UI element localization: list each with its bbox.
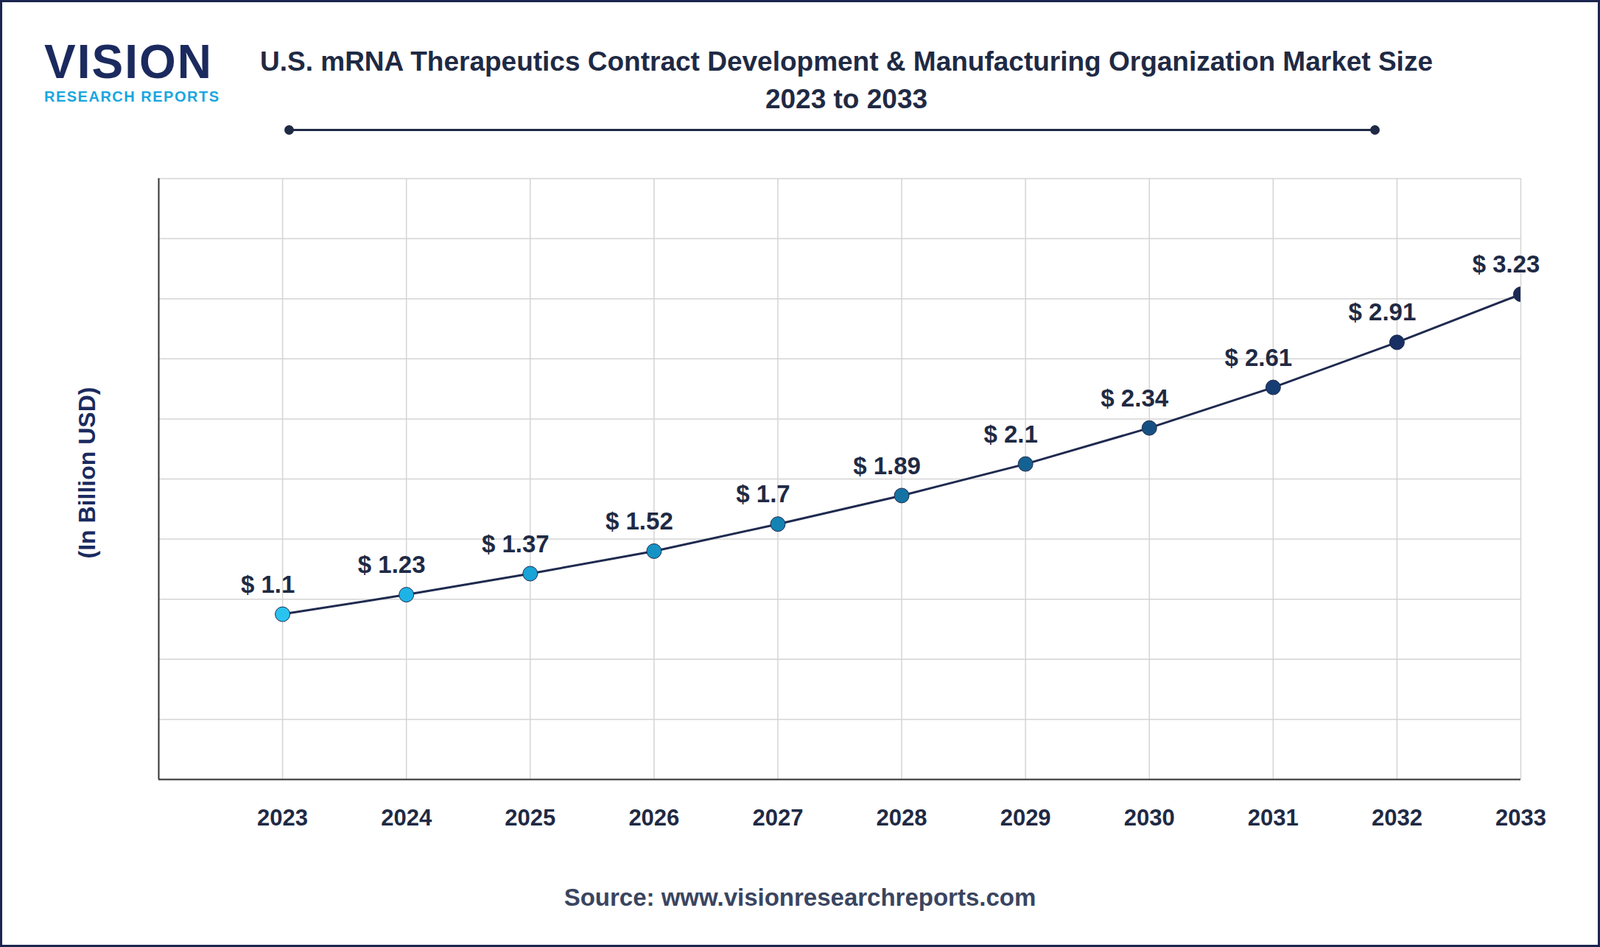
svg-text:2031: 2031 <box>1247 805 1299 831</box>
svg-text:2025: 2025 <box>504 805 556 831</box>
svg-text:2026: 2026 <box>628 805 680 831</box>
svg-text:2032: 2032 <box>1371 805 1423 831</box>
svg-text:$ 3.23: $ 3.23 <box>1472 250 1541 278</box>
svg-text:$ 1.52: $ 1.52 <box>605 507 674 535</box>
svg-text:2024: 2024 <box>380 805 433 831</box>
svg-text:$ 1.7: $ 1.7 <box>735 480 790 508</box>
html-text:VISION: VISION <box>44 35 213 89</box>
svg-text:$ 2.91: $ 2.91 <box>1348 298 1417 326</box>
svg-text:$ 1.1: $ 1.1 <box>240 570 295 599</box>
svg-text:$ 1.37: $ 1.37 <box>481 530 550 558</box>
svg-text:2030: 2030 <box>1124 805 1175 831</box>
svg-text:2028: 2028 <box>876 805 928 831</box>
svg-text:2029: 2029 <box>1000 805 1052 831</box>
html-text:RESEARCH REPORTS: RESEARCH REPORTS <box>44 88 220 105</box>
svg-text:$ 1.89: $ 1.89 <box>853 452 921 480</box>
html-text:Source: www.visionresearchrepo: Source: www.visionresearchreports.com <box>564 883 1036 912</box>
svg-text:2027: 2027 <box>752 805 803 831</box>
svg-text:2023: 2023 <box>257 805 308 831</box>
html-text:U.S. mRNA Therapeutics Contrac: U.S. mRNA Therapeutics Contract Developm… <box>260 46 1433 115</box>
svg-text:$ 2.61: $ 2.61 <box>1224 344 1293 372</box>
svg-text:$ 1.23: $ 1.23 <box>358 551 426 579</box>
svg-text:$ 2.1: $ 2.1 <box>983 420 1038 448</box>
svg-text:2033: 2033 <box>1495 805 1547 831</box>
html-text:(In Billion USD): (In Billion USD) <box>73 387 100 559</box>
svg-text:$ 2.34: $ 2.34 <box>1100 384 1169 412</box>
